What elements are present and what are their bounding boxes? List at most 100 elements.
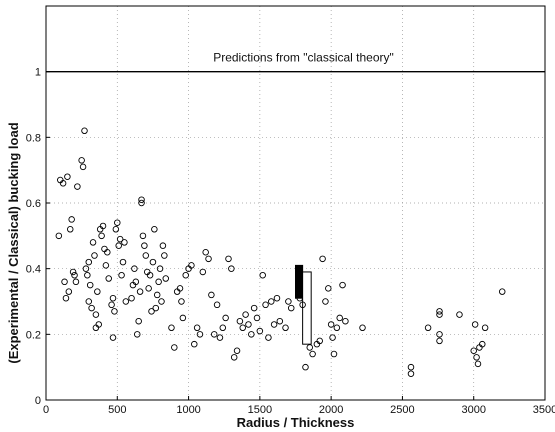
data-point xyxy=(193,324,201,332)
data-point xyxy=(245,321,252,328)
data-point xyxy=(109,294,117,302)
data-point xyxy=(171,344,178,351)
data-point xyxy=(155,278,162,286)
data-point xyxy=(188,262,195,269)
data-point xyxy=(436,337,443,345)
data-point xyxy=(191,340,198,348)
data-point xyxy=(479,340,486,348)
data-point xyxy=(299,301,306,309)
data-point xyxy=(287,304,295,312)
data-point xyxy=(168,324,175,332)
data-point xyxy=(95,321,103,328)
data-point xyxy=(259,271,266,279)
data-point xyxy=(136,288,144,295)
data-point xyxy=(61,278,68,286)
data-point xyxy=(153,291,161,299)
data-point xyxy=(424,324,432,332)
data-point xyxy=(319,255,326,263)
data-point xyxy=(276,317,284,325)
data-point xyxy=(72,278,80,286)
data-point xyxy=(104,248,111,256)
data-point xyxy=(86,281,94,289)
data-point xyxy=(436,308,443,315)
data-point xyxy=(250,304,258,312)
data-point xyxy=(68,216,75,223)
data-point xyxy=(112,226,120,233)
data-point xyxy=(471,321,479,328)
x-tick-label: 3500 xyxy=(533,404,555,416)
data-point xyxy=(128,294,135,302)
data-point xyxy=(138,199,145,207)
data-point xyxy=(436,331,443,338)
y-tick-label: 0.4 xyxy=(26,264,41,276)
data-point xyxy=(135,317,142,325)
data-point xyxy=(248,331,255,338)
data-point xyxy=(329,334,336,341)
data-point xyxy=(325,285,332,292)
data-point xyxy=(149,258,157,266)
data-point xyxy=(196,331,204,338)
data-point xyxy=(62,294,70,302)
data-point xyxy=(230,354,238,361)
data-point xyxy=(316,337,323,345)
data-point xyxy=(132,278,140,286)
data-point xyxy=(102,262,110,269)
data-point xyxy=(151,226,158,233)
data-point xyxy=(498,288,506,295)
data-point xyxy=(74,183,81,190)
data-point xyxy=(92,311,100,318)
data-point xyxy=(152,304,160,312)
data-point xyxy=(88,304,95,312)
data-point xyxy=(82,265,90,272)
data-point xyxy=(131,265,138,272)
data-point xyxy=(470,347,477,355)
y-tick-label: 1 xyxy=(35,67,41,79)
data-point xyxy=(156,265,164,272)
data-point xyxy=(336,314,343,322)
x-tick-label: 2500 xyxy=(390,404,414,416)
data-point xyxy=(176,285,184,292)
data-point xyxy=(253,314,261,322)
data-point xyxy=(285,298,292,305)
data-point xyxy=(158,298,165,305)
data-point xyxy=(98,232,105,240)
data-point xyxy=(114,219,121,226)
data-point xyxy=(84,271,91,279)
data-point xyxy=(64,173,71,180)
data-point xyxy=(222,314,229,322)
data-point xyxy=(239,324,246,332)
data-point xyxy=(85,298,93,305)
data-point xyxy=(236,317,244,325)
data-point xyxy=(219,324,227,332)
data-point xyxy=(474,360,482,368)
data-point xyxy=(306,344,314,351)
data-point xyxy=(436,311,443,318)
data-point xyxy=(233,347,241,355)
data-point xyxy=(119,258,127,266)
data-point xyxy=(342,317,349,325)
data-point xyxy=(225,255,232,263)
range-bar xyxy=(302,271,312,345)
data-point xyxy=(99,222,107,230)
data-point xyxy=(78,157,85,164)
data-point xyxy=(182,271,189,279)
data-point xyxy=(59,180,67,187)
data-point xyxy=(146,271,154,279)
x-tick-label: 500 xyxy=(108,404,126,416)
data-point xyxy=(121,239,128,246)
data-point xyxy=(105,275,112,282)
data-point xyxy=(407,370,415,377)
data-point xyxy=(199,268,207,276)
data-point xyxy=(179,314,187,322)
data-point xyxy=(108,301,115,309)
data-point xyxy=(268,298,275,305)
data-point xyxy=(148,308,155,315)
data-point xyxy=(407,363,415,371)
data-point xyxy=(309,350,316,358)
data-point xyxy=(66,226,74,233)
data-point xyxy=(330,350,338,358)
y-tick-label: 0.8 xyxy=(26,132,41,144)
data-point xyxy=(208,291,215,299)
data-point xyxy=(270,321,278,328)
